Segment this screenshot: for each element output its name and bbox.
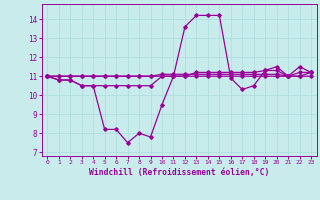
X-axis label: Windchill (Refroidissement éolien,°C): Windchill (Refroidissement éolien,°C) xyxy=(89,168,269,177)
